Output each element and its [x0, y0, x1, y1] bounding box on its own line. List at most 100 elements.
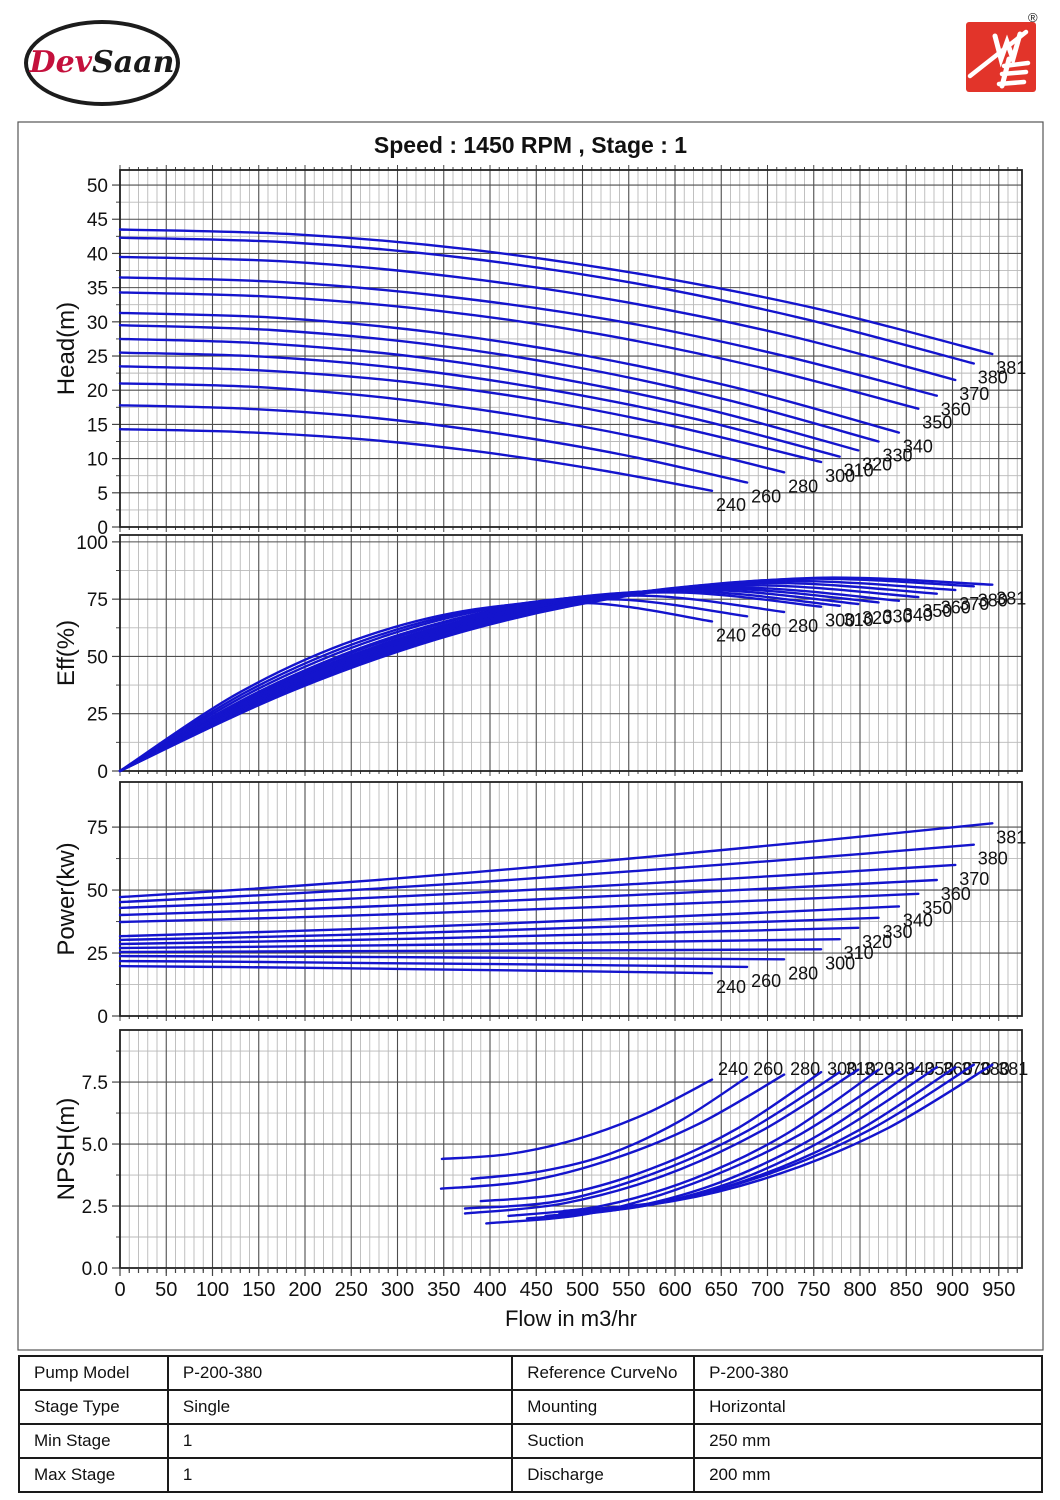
y-tick-label: 75 [87, 818, 108, 839]
cell-mounting-value: Horizontal [693, 1389, 1043, 1425]
curve-head-260 [118, 404, 749, 484]
curve-label-head-280: 280 [788, 476, 818, 496]
x-tick-label: 650 [705, 1279, 738, 1301]
curve-eff-240 [118, 601, 714, 773]
y-tick-label: 15 [87, 415, 108, 436]
curve-label-eff-260: 260 [751, 620, 781, 640]
npsh-axis-title: NPSH(m) [53, 1098, 80, 1201]
curve-label-head-320: 320 [862, 454, 892, 474]
curve-label-eff-380: 380 [978, 590, 1008, 610]
x-tick-label: 150 [242, 1279, 275, 1301]
y-tick-label: 45 [87, 210, 108, 231]
curve-label-eff-340: 340 [903, 605, 933, 625]
y-tick-label: 50 [87, 881, 108, 902]
table-row: Pump Model P-200-380 Reference CurveNo P… [18, 1355, 1043, 1391]
curve-label-eff-320: 320 [862, 608, 892, 628]
curve-head-240 [118, 428, 714, 492]
curve-label-head-260: 260 [751, 487, 781, 507]
figure-border [17, 121, 1044, 1351]
curve-eff-310 [118, 590, 841, 773]
table-row: Stage Type Single Mounting Horizontal [18, 1389, 1043, 1425]
y-tick-label: 7.5 [82, 1073, 108, 1094]
x-tick-label: 900 [936, 1279, 969, 1301]
y-tick-label: 40 [87, 244, 108, 265]
curve-head-360 [118, 276, 938, 397]
cell-stage-type-value: Single [166, 1389, 514, 1425]
x-tick-label: 0 [114, 1279, 125, 1301]
x-tick-label: 450 [520, 1279, 553, 1301]
curve-label-power-330: 330 [883, 922, 913, 942]
curve-eff-330 [118, 587, 880, 773]
curve-power-360 [118, 878, 938, 917]
curve-label-eff-350: 350 [922, 601, 952, 621]
cell-mounting-label: Mounting [511, 1389, 696, 1425]
curve-label-npsh-280: 280 [790, 1059, 820, 1079]
curve-label-head-340: 340 [903, 437, 933, 457]
head-plot-border [119, 169, 1023, 528]
curve-label-power-300: 300 [825, 953, 855, 973]
curve-eff-260 [118, 597, 749, 773]
curve-head-310 [118, 351, 841, 458]
curve-eff-280 [118, 594, 786, 773]
x-tick-label: 100 [196, 1279, 229, 1301]
curve-eff-370 [118, 579, 957, 773]
curve-label-eff-330: 330 [883, 606, 913, 626]
curve-label-power-370: 370 [959, 869, 989, 889]
curve-head-330 [118, 324, 880, 443]
brand-dev-text: Dev [29, 45, 93, 80]
x-tick-label: 850 [890, 1279, 923, 1301]
y-tick-label: 10 [87, 450, 108, 471]
x-tick-label: 250 [335, 1279, 368, 1301]
chart-title: Speed : 1450 RPM , Stage : 1 [373, 132, 688, 158]
curve-label-head-310: 310 [844, 461, 874, 481]
power-plot-border [119, 781, 1023, 1017]
curve-npsh-310 [463, 1070, 841, 1210]
curve-label-eff-300: 300 [825, 611, 855, 631]
we-logo-letters [967, 29, 1031, 89]
x-tick-label: 50 [155, 1279, 177, 1301]
curve-label-eff-360: 360 [941, 598, 971, 618]
curve-label-power-320: 320 [862, 932, 892, 952]
curve-eff-320 [118, 588, 860, 773]
curve-label-eff-370: 370 [959, 594, 989, 614]
curve-label-power-280: 280 [788, 963, 818, 983]
x-tick-label: 700 [751, 1279, 784, 1301]
curve-npsh-260 [470, 1075, 749, 1180]
curve-label-head-330: 330 [883, 446, 913, 466]
curve-label-head-370: 370 [959, 384, 989, 404]
x-tick-label: 350 [427, 1279, 460, 1301]
page-header: DevSaan ® [0, 0, 1060, 118]
curve-label-head-360: 360 [941, 400, 971, 420]
curve-npsh-300 [479, 1070, 823, 1203]
eff-plot-border [119, 534, 1023, 772]
curve-label-npsh-370: 370 [961, 1059, 991, 1079]
y-tick-label: 100 [76, 533, 108, 554]
table-row: Max Stage 1 Discharge 200 mm [18, 1457, 1043, 1493]
curve-label-npsh-380: 380 [980, 1059, 1010, 1079]
curve-label-npsh-260: 260 [753, 1059, 783, 1079]
curve-power-240 [118, 964, 714, 975]
y-tick-label: 30 [87, 313, 108, 334]
curve-label-power-380: 380 [978, 849, 1008, 869]
y-tick-label: 2.5 [82, 1197, 108, 1218]
curve-power-370 [118, 863, 957, 910]
curve-label-head-300: 300 [825, 466, 855, 486]
cell-suction-value: 250 mm [693, 1423, 1043, 1459]
curve-label-eff-280: 280 [788, 616, 818, 636]
x-tick-label: 500 [566, 1279, 599, 1301]
curve-power-350 [118, 892, 920, 924]
cell-reference-curveno-label: Reference CurveNo [511, 1355, 696, 1391]
curve-label-eff-310: 310 [844, 610, 874, 630]
cell-suction-label: Suction [511, 1423, 696, 1459]
curve-power-260 [118, 959, 749, 969]
pump-info-table: Pump Model P-200-380 Reference CurveNo P… [18, 1355, 1043, 1493]
cell-pump-model-label: Pump Model [18, 1355, 169, 1391]
y-tick-label: 0 [97, 762, 108, 783]
curve-npsh-320 [463, 1068, 860, 1215]
x-tick-label: 550 [612, 1279, 645, 1301]
curve-label-npsh-381: 381 [998, 1059, 1028, 1079]
curve-head-380 [118, 236, 975, 365]
cell-stage-type-label: Stage Type [18, 1389, 169, 1425]
curve-label-power-350: 350 [922, 898, 952, 918]
curve-power-380 [118, 843, 975, 904]
